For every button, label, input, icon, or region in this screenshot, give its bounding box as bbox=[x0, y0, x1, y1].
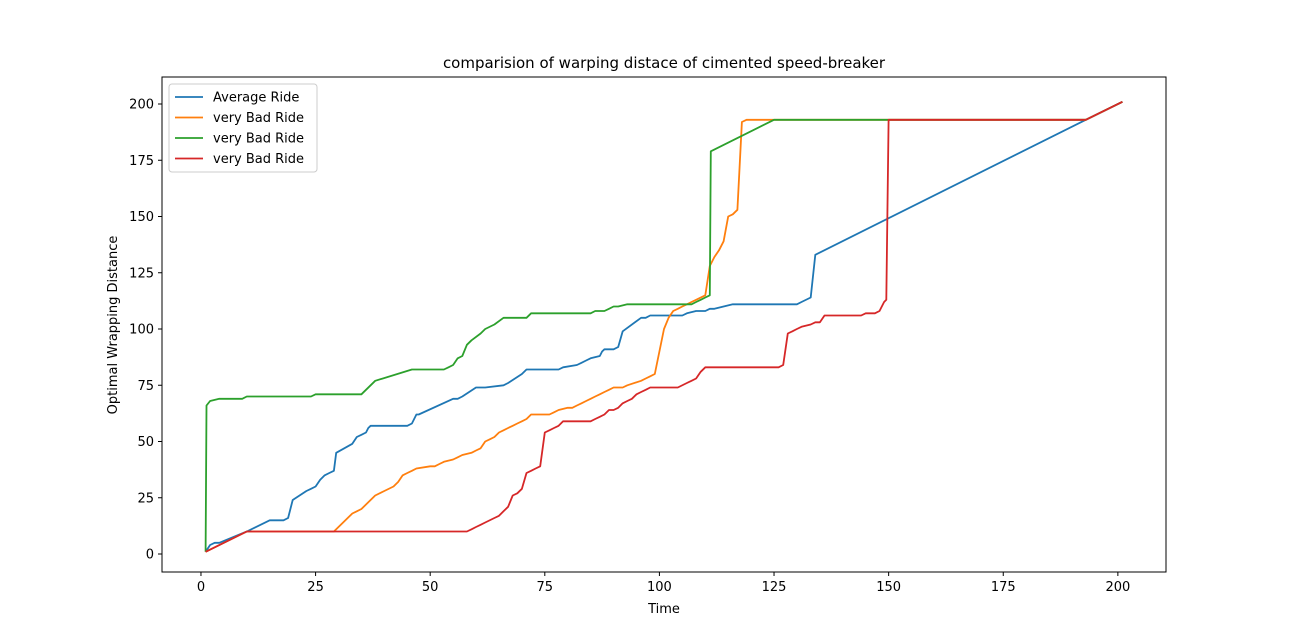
y-axis: 0 25 50 75 100 125 150 175 200 bbox=[129, 98, 162, 563]
x-tick-label: 100 bbox=[647, 580, 672, 595]
chart-title: comparision of warping distace of ciment… bbox=[443, 54, 886, 72]
x-tick-label: 25 bbox=[307, 580, 324, 595]
y-tick-label: 125 bbox=[129, 266, 154, 281]
plot-frame bbox=[161, 76, 1167, 573]
x-tick-label: 200 bbox=[1105, 580, 1130, 595]
series-line-4 bbox=[205, 100, 1123, 553]
x-axis-label: Time bbox=[647, 602, 680, 617]
legend-box bbox=[168, 83, 318, 173]
legend-label-3: very Bad Ride bbox=[213, 132, 304, 147]
y-tick-label: 175 bbox=[129, 154, 154, 169]
x-tick-label: 75 bbox=[537, 580, 554, 595]
x-axis: 0 25 50 75 100 125 150 175 200 bbox=[197, 572, 1130, 595]
legend-label-4: very Bad Ride bbox=[213, 152, 304, 167]
legend-label-1: Average Ride bbox=[213, 91, 299, 106]
x-tick-label: 125 bbox=[762, 580, 787, 595]
y-tick-label: 150 bbox=[129, 210, 154, 225]
legend-label-2: very Bad Ride bbox=[213, 111, 304, 126]
y-axis-label: Optimal Wrapping Distance bbox=[106, 236, 121, 415]
y-tick-label: 200 bbox=[129, 98, 154, 113]
series-line-1 bbox=[204, 100, 1123, 553]
x-tick-label: 150 bbox=[876, 580, 901, 595]
x-tick-label: 175 bbox=[991, 580, 1016, 595]
legend: Average Ride very Bad Ride very Bad Ride ve… bbox=[168, 83, 318, 173]
y-tick-label: 100 bbox=[129, 323, 154, 338]
plot-lines bbox=[204, 100, 1123, 553]
y-tick-label: 0 bbox=[146, 548, 154, 563]
series-line-3 bbox=[204, 100, 1123, 552]
y-tick-label: 75 bbox=[137, 379, 154, 394]
series-line-2 bbox=[205, 100, 1123, 553]
x-tick-label: 50 bbox=[422, 580, 439, 595]
x-tick-label: 0 bbox=[197, 580, 205, 595]
y-tick-label: 50 bbox=[137, 435, 154, 450]
y-tick-label: 25 bbox=[137, 491, 154, 506]
